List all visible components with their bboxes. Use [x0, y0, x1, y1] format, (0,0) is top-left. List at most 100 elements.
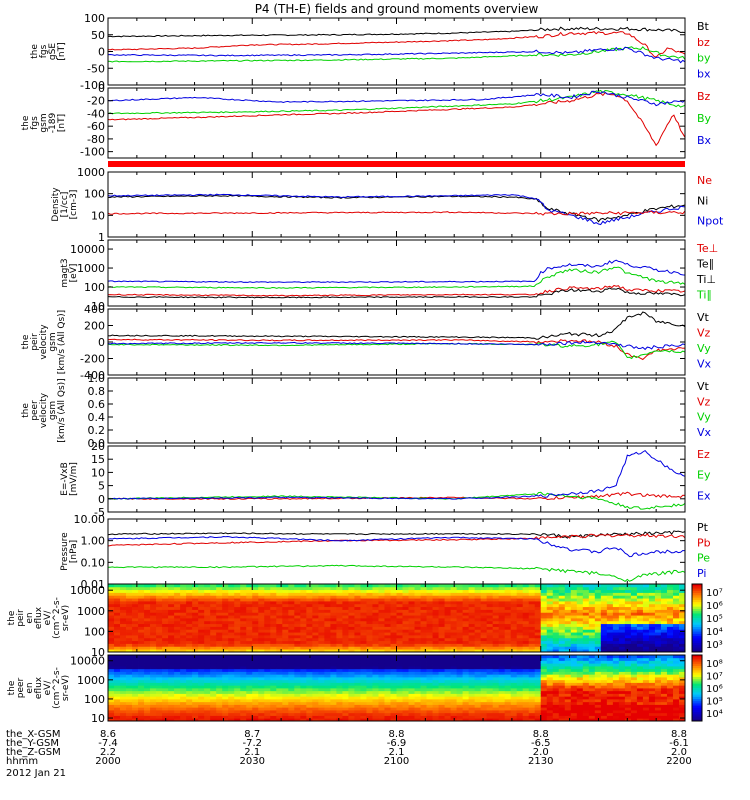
- spectrogram-cell: [462, 620, 470, 625]
- spectrogram-cell: [618, 589, 626, 593]
- spectrogram-cell: [654, 649, 662, 653]
- spectrogram-cell: [294, 637, 301, 642]
- spectrogram-cell: [558, 595, 566, 599]
- spectrogram-cell: [120, 632, 127, 636]
- spectrogram-cell: [468, 635, 476, 639]
- spectrogram-cell: [426, 606, 433, 610]
- spectrogram-cell: [468, 701, 476, 705]
- spectrogram-cell: [132, 643, 139, 647]
- spectrogram-cell: [630, 592, 638, 596]
- spectrogram-cell: [582, 712, 590, 716]
- spectrogram-cell: [600, 690, 608, 694]
- spectrogram-cell: [516, 660, 524, 664]
- spectrogram-cell: [522, 701, 530, 705]
- spectrogram-cell: [456, 606, 464, 610]
- spectrogram-cell: [456, 679, 464, 683]
- spectrogram-cell: [552, 606, 560, 610]
- spectrogram-cell: [168, 629, 175, 633]
- spectrogram-cell: [324, 668, 331, 672]
- spectrogram-cell: [528, 660, 536, 664]
- spectrogram-cell: [402, 715, 409, 719]
- spectrogram-cell: [546, 629, 554, 633]
- spectrogram-cell: [504, 668, 512, 672]
- spectrogram-cell: [264, 618, 271, 622]
- spectrogram-cell: [480, 685, 488, 689]
- spectrogram-cell: [402, 663, 409, 667]
- spectrogram-cell: [642, 589, 650, 593]
- spectrogram-cell: [336, 674, 343, 678]
- spectrogram-cell: [360, 693, 367, 697]
- spectrogram-cell: [126, 685, 133, 689]
- spectrogram-cell: [534, 640, 542, 644]
- spectrogram-cell: [486, 690, 494, 694]
- spectrogram-cell: [474, 688, 482, 692]
- spectrogram-cell: [372, 704, 379, 708]
- spectrogram-cell: [444, 682, 451, 686]
- spectrogram-cell: [606, 674, 614, 678]
- spectrogram-cell: [486, 601, 494, 605]
- spectrogram-cell: [360, 715, 367, 719]
- spectrogram-cell: [468, 595, 476, 599]
- spectrogram-cell: [648, 618, 656, 622]
- spectrogram-cell: [360, 603, 367, 608]
- spectrogram-cell: [504, 635, 512, 639]
- spectrogram-cell: [342, 679, 349, 683]
- spectrogram-cell: [672, 635, 680, 639]
- spectrogram-cell: [456, 688, 464, 692]
- spectrogram-cell: [318, 660, 325, 664]
- spectrogram-cell: [474, 655, 482, 659]
- spectrogram-cell: [480, 660, 488, 664]
- spectrogram-cell: [408, 696, 415, 700]
- spectrogram-cell: [354, 598, 361, 602]
- spectrogram-cell: [426, 710, 433, 714]
- spectrogram-cell: [624, 606, 632, 610]
- spectrogram-cell: [168, 626, 175, 630]
- spectrogram-cell: [630, 623, 638, 627]
- spectrogram-cell: [564, 643, 572, 647]
- spectrogram-cell: [528, 595, 536, 599]
- spectrogram-cell: [624, 598, 632, 602]
- spectrogram-cell: [174, 592, 181, 596]
- spectrogram-cell: [600, 609, 608, 613]
- spectrogram-cell: [528, 715, 536, 719]
- spectrogram-cell: [264, 586, 271, 591]
- spectrogram-cell: [678, 632, 686, 636]
- colorbar-step: [692, 599, 702, 603]
- spectrogram-cell: [612, 632, 620, 636]
- spectrogram-cell: [126, 586, 133, 591]
- spectrogram-cell: [654, 643, 662, 647]
- spectrogram-cell: [348, 646, 355, 650]
- spectrogram-cell: [528, 589, 536, 593]
- spectrogram-cell: [600, 668, 608, 672]
- spectrogram-cell: [498, 612, 506, 616]
- spectrogram-cell: [462, 718, 470, 722]
- spectrogram-cell: [168, 712, 175, 716]
- spectrogram-cell: [558, 637, 566, 642]
- spectrogram-cell: [594, 618, 602, 622]
- spectrogram-cell: [252, 715, 259, 719]
- spectrogram-cell: [576, 598, 584, 602]
- spectrogram-cell: [408, 637, 415, 642]
- spectrogram-cell: [528, 679, 536, 683]
- spectrogram-cell: [588, 632, 596, 636]
- spectrogram-cell: [378, 710, 385, 714]
- spectrogram-cell: [468, 629, 476, 633]
- panel-peir-spectrogram: the peir en eflux eV/(cm^2-s-sr-eV)10⁷10⁶10⁵…: [7, 583, 723, 659]
- spectrogram-cell: [648, 586, 656, 591]
- spectrogram-cell: [384, 637, 391, 642]
- spectrogram-cell: [516, 635, 524, 639]
- spectrogram-cell: [282, 707, 289, 711]
- spectrogram-cell: [510, 677, 518, 681]
- spectrogram-cell: [444, 601, 451, 605]
- spectrogram-cell: [150, 632, 157, 636]
- spectrogram-cell: [378, 718, 385, 722]
- spectrogram-cell: [234, 655, 241, 659]
- spectrogram-cell: [678, 592, 686, 596]
- spectrogram-cell: [528, 623, 536, 627]
- spectrogram-cell: [366, 715, 373, 719]
- spectrogram-cell: [378, 696, 385, 700]
- spectrogram-cell: [186, 646, 193, 650]
- spectrogram-cell: [174, 655, 181, 659]
- spectrogram-cell: [276, 693, 283, 697]
- spectrogram-cell: [258, 710, 265, 714]
